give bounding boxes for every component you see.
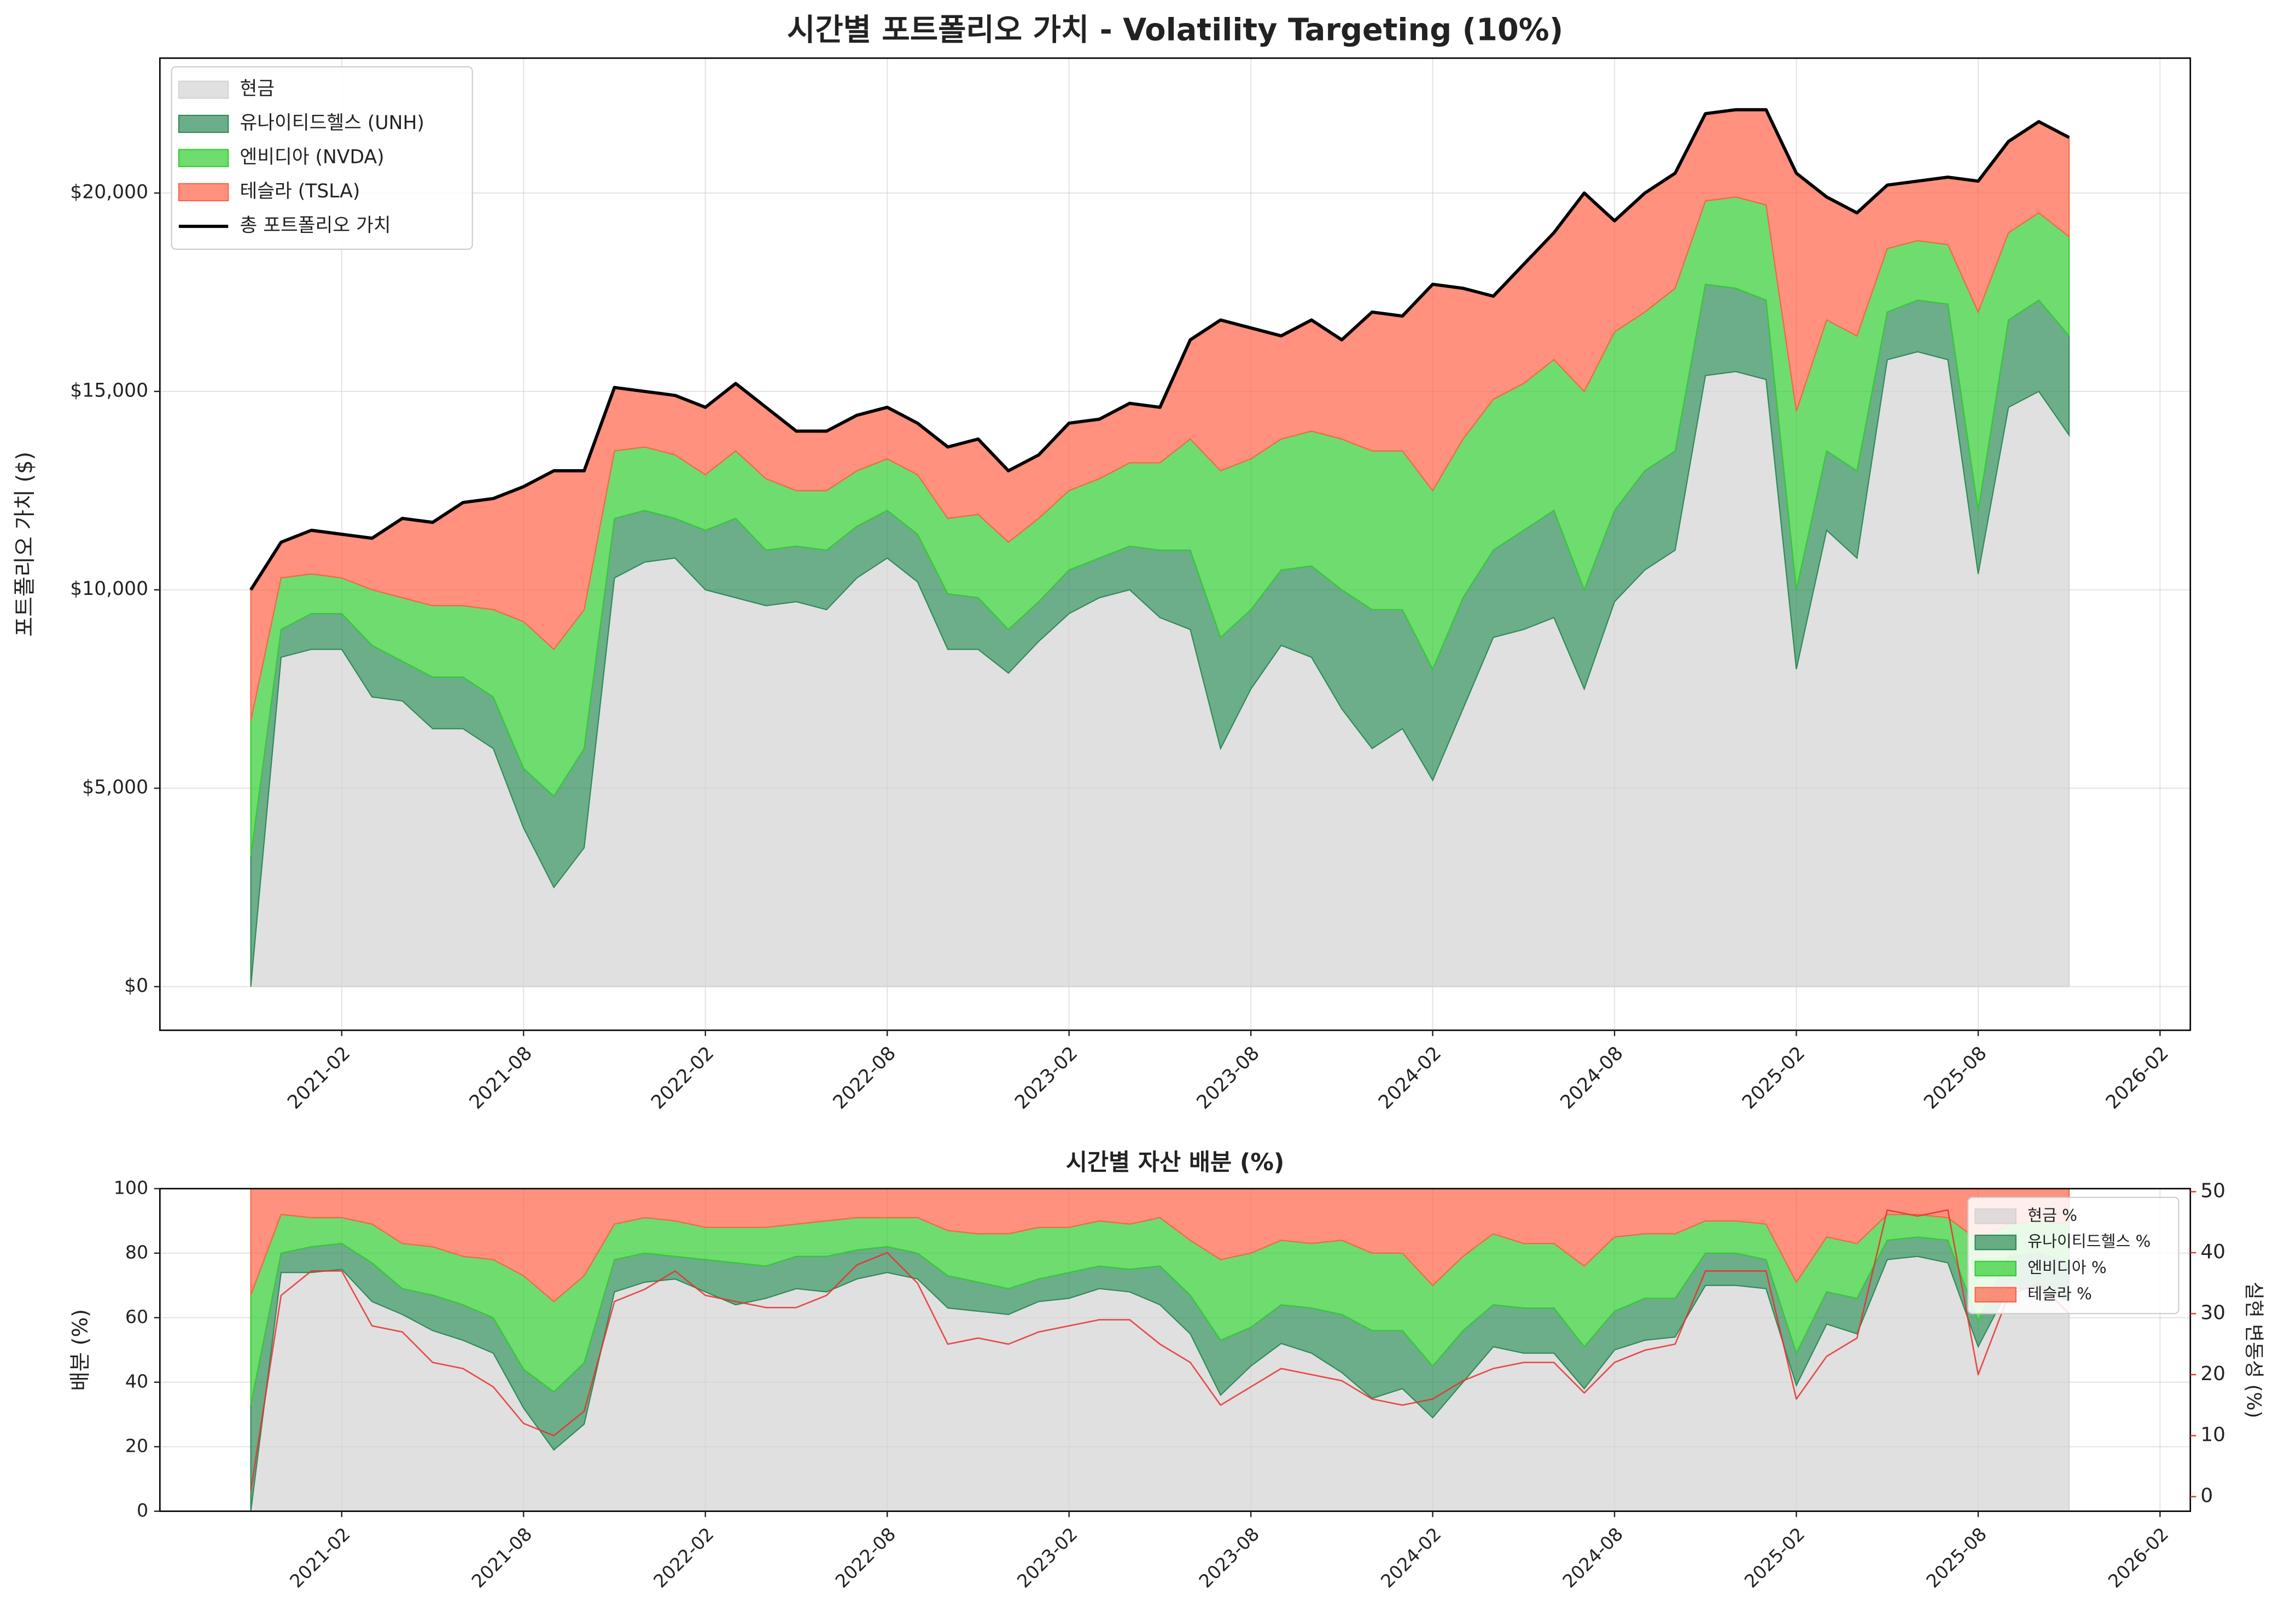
- legend-swatch: [178, 183, 229, 202]
- legend-label: 현금: [240, 78, 275, 100]
- plot-frame: [159, 57, 2191, 1031]
- legend-label: 엔비디아 (NVDA): [240, 147, 384, 168]
- y2-tick-label: 0: [2200, 1485, 2213, 1507]
- y-tick-label: $0: [124, 975, 148, 997]
- legend: 현금 % 유나이티드헬스 % 엔비디아 % 테슬라 %: [1967, 1196, 2179, 1315]
- legend-swatch: [1974, 1208, 2017, 1224]
- y-tick-label: 0: [137, 1499, 148, 1521]
- y-tick-label: 40: [125, 1370, 148, 1392]
- y2-tick-label: 30: [2200, 1301, 2225, 1324]
- chart-title: 시간별 포트폴리오 가치 - Volatility Targeting (10%…: [787, 13, 1563, 48]
- legend-swatch: [178, 114, 229, 133]
- y-axis-label: 배분 (%): [68, 1309, 92, 1391]
- line-series: [249, 108, 2070, 591]
- legend-swatch: [1974, 1287, 2017, 1303]
- legend-label: 엔비디아 %: [2027, 1258, 2107, 1277]
- y-tick-label: 60: [125, 1306, 148, 1327]
- y2-tick-label: 40: [2200, 1241, 2225, 1263]
- y-axis-label: 포트폴리오 가치 ($): [12, 452, 37, 637]
- y-tick-label: 20: [125, 1435, 148, 1456]
- legend-swatch: [178, 149, 229, 167]
- y-tick-label: $15,000: [70, 379, 148, 401]
- legend-box: [171, 66, 473, 250]
- chart-panel: 시간별 포트폴리오 가치 - Volatility Targeting (10%…: [12, 13, 2191, 1113]
- legend-label: 총 포트폴리오 가치: [240, 214, 391, 236]
- y-tick-label: 80: [125, 1241, 148, 1263]
- legend-label: 현금 %: [2027, 1206, 2077, 1224]
- y-tick-label: $20,000: [70, 182, 148, 203]
- legend-label: 유나이티드헬스 %: [2027, 1232, 2150, 1251]
- legend-label: 테슬라 %: [2027, 1284, 2092, 1303]
- legend-label: 유나이티드헬스 (UNH): [240, 112, 424, 134]
- legend-label: 테슬라 (TSLA): [240, 180, 360, 202]
- y-tick-label: $5,000: [82, 776, 148, 798]
- legend-swatch: [178, 80, 229, 99]
- y-tick-label: $10,000: [70, 578, 148, 600]
- plot-frame: [159, 1188, 2191, 1512]
- chart-title: 시간별 자산 배분 (%): [1066, 1149, 1285, 1176]
- y-tick-label: 100: [114, 1177, 148, 1198]
- line-series: [250, 1209, 2070, 1491]
- y2-tick-label: 10: [2200, 1423, 2225, 1446]
- legend-box: [1967, 1196, 2179, 1315]
- legend-swatch: [1974, 1260, 2017, 1277]
- legend-swatch: [1974, 1234, 2017, 1251]
- y2-tick-label: 50: [2200, 1179, 2225, 1202]
- y2-axis-label: 실현 변동성 (%): [2242, 1282, 2265, 1418]
- y2-tick-label: 20: [2200, 1363, 2225, 1385]
